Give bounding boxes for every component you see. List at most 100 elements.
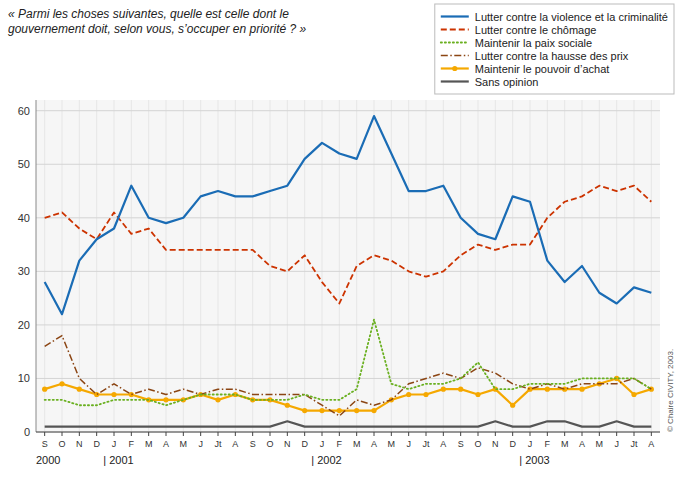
- year-label: | 2001: [103, 454, 133, 466]
- x-grid-line: [616, 100, 617, 432]
- series-marker: [579, 387, 584, 392]
- x-tick-label: D: [93, 439, 100, 449]
- year-label: | 2003: [519, 454, 549, 466]
- x-tick-label: A: [648, 439, 654, 449]
- x-tick: [530, 432, 531, 436]
- x-tick: [391, 432, 392, 436]
- x-tick-label: M: [353, 439, 361, 449]
- x-tick: [634, 432, 635, 436]
- x-tick: [218, 432, 219, 436]
- series-line: [45, 336, 652, 416]
- x-grid-line: [547, 100, 548, 432]
- x-tick: [443, 432, 444, 436]
- x-grid-line: [478, 100, 479, 432]
- x-tick: [616, 432, 617, 436]
- x-tick-label: J: [528, 439, 533, 449]
- x-tick-label: S: [42, 439, 48, 449]
- grid: [36, 100, 660, 432]
- series-line: [45, 186, 652, 304]
- x-tick-label: O: [58, 439, 65, 449]
- x-tick: [495, 432, 496, 436]
- y-tick-label: 60: [18, 105, 30, 117]
- x-grid-line: [166, 100, 167, 432]
- series-marker: [354, 408, 359, 413]
- x-tick: [356, 432, 357, 436]
- series-marker: [458, 387, 463, 392]
- x-tick-label: A: [232, 439, 238, 449]
- x-tick-label: Jt: [214, 439, 222, 449]
- y-axis-line: [36, 100, 37, 432]
- x-tick: [547, 432, 548, 436]
- x-tick-label: J: [112, 439, 117, 449]
- legend-marker: [452, 66, 457, 71]
- x-axis: SONDJFMAMJJtASONDJFMAMJJtASONDJFMAMJJtA: [36, 432, 660, 449]
- x-grid-line: [287, 100, 288, 432]
- x-tick-label: A: [371, 439, 377, 449]
- y-grid-line: [36, 271, 660, 272]
- series-line: [45, 421, 652, 426]
- series-marker: [371, 408, 376, 413]
- x-tick: [183, 432, 184, 436]
- series: [45, 320, 652, 406]
- x-grid-line: [495, 100, 496, 432]
- x-tick: [114, 432, 115, 436]
- x-tick-label: M: [388, 439, 396, 449]
- plot-area: [36, 100, 660, 432]
- series-marker: [319, 408, 324, 413]
- y-grid-line: [36, 432, 660, 433]
- series-group: [42, 116, 654, 427]
- legend-swatch: [441, 42, 469, 44]
- x-grid-line: [218, 100, 219, 432]
- legend-swatch: [441, 15, 469, 17]
- x-tick: [374, 432, 375, 436]
- x-grid-line: [96, 100, 97, 432]
- x-tick-label: D: [301, 439, 308, 449]
- x-tick: [252, 432, 253, 436]
- legend-swatch: [441, 80, 469, 82]
- x-tick: [339, 432, 340, 436]
- legend-label: Lutter contre la hausse des prix: [475, 50, 629, 62]
- x-tick-label: O: [474, 439, 481, 449]
- x-tick: [599, 432, 600, 436]
- title: « Parmi les choses suivantes, quelle est…: [8, 7, 306, 36]
- x-tick: [582, 432, 583, 436]
- x-axis-line: [36, 432, 660, 433]
- x-grid-line: [322, 100, 323, 432]
- y-grid-line: [36, 378, 660, 379]
- x-grid-line: [564, 100, 565, 432]
- y-grid-line: [36, 164, 660, 165]
- x-tick: [460, 432, 461, 436]
- x-tick: [512, 432, 513, 436]
- series-marker: [337, 408, 342, 413]
- x-tick-label: N: [492, 439, 499, 449]
- y-axis: 0102030405060: [18, 100, 36, 438]
- x-tick: [564, 432, 565, 436]
- x-tick-label: J: [614, 439, 619, 449]
- x-grid-line: [530, 100, 531, 432]
- x-grid-line: [634, 100, 635, 432]
- legend-label: Lutter contre le chômage: [475, 24, 597, 36]
- x-tick: [304, 432, 305, 436]
- series-marker: [441, 387, 446, 392]
- series-marker: [163, 397, 168, 402]
- x-grid-line: [235, 100, 236, 432]
- x-tick-label: J: [406, 439, 411, 449]
- legend-frame: [435, 4, 674, 94]
- x-tick-label: A: [163, 439, 169, 449]
- source: © Chaire CIVITY, 2003.: [666, 349, 675, 432]
- x-tick: [131, 432, 132, 436]
- x-tick-label: F: [337, 439, 343, 449]
- y-tick-label: 30: [18, 265, 30, 277]
- series-marker: [215, 397, 220, 402]
- legend-swatch: [441, 29, 469, 31]
- series-marker: [42, 387, 47, 392]
- series: [45, 186, 652, 304]
- annotations: 2000| 2001| 2002| 2003: [36, 454, 550, 466]
- legend-label: Sans opinion: [475, 76, 539, 88]
- title-line: « Parmi les choses suivantes, quelle est…: [8, 7, 289, 21]
- x-tick-label: J: [198, 439, 203, 449]
- x-tick-label: F: [129, 439, 135, 449]
- chart: « Parmi les choses suivantes, quelle est…: [0, 0, 682, 484]
- y-tick-label: 10: [18, 372, 30, 384]
- x-tick-label: M: [145, 439, 153, 449]
